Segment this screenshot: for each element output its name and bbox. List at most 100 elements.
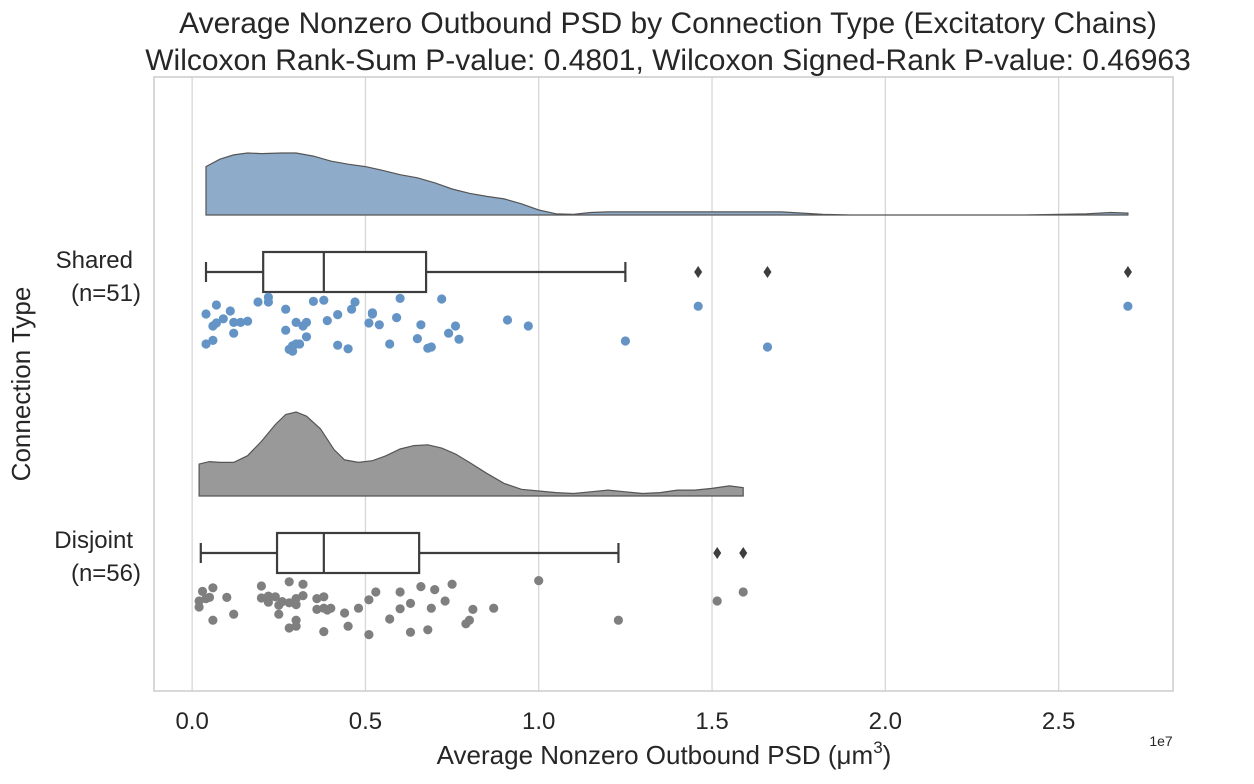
strip-point <box>211 300 221 310</box>
strip-point <box>253 297 263 307</box>
strip-point <box>298 579 308 589</box>
strip-point <box>201 309 211 319</box>
strip-point <box>243 316 253 326</box>
strip-points-layer <box>194 292 1133 640</box>
strip-point <box>440 596 450 606</box>
violin-layer <box>198 152 1129 497</box>
y-category-labels: Shared (n=51) Disjoint (n=56) <box>54 247 141 587</box>
strip-point <box>281 325 291 335</box>
strip-point <box>229 328 239 338</box>
strip-point <box>426 342 436 352</box>
strip-point <box>295 339 305 349</box>
strip-point <box>284 577 294 587</box>
x-offset-label: 1e7 <box>1149 733 1173 749</box>
violin-disjoint <box>198 411 744 497</box>
strip-point <box>416 582 426 592</box>
strip-point <box>229 609 239 619</box>
strip-point <box>204 592 215 603</box>
strip-point <box>333 340 343 350</box>
strip-point <box>281 304 291 314</box>
strip-point <box>312 594 322 604</box>
strip-point <box>208 615 218 625</box>
x-axis-label-close: ) <box>883 740 892 770</box>
x-axis-label-sup: 3 <box>873 738 882 757</box>
strip-point <box>343 344 353 354</box>
strip-point <box>364 318 374 328</box>
strip-point <box>350 297 360 307</box>
x-axis-label-main: Average Nonzero Outbound PSD (μm <box>437 740 874 770</box>
strip-point <box>211 318 221 328</box>
strip-point <box>738 587 748 597</box>
outlier-marker <box>713 547 722 559</box>
y-category-label-count: (n=56) <box>71 560 141 587</box>
strip-point <box>340 608 350 618</box>
strip-point <box>416 320 426 330</box>
strip-point <box>312 604 322 615</box>
strip-point <box>284 623 294 633</box>
strip-point <box>444 328 454 338</box>
strip-point <box>712 596 722 606</box>
plot-frame <box>153 76 1174 692</box>
strip-point <box>464 615 474 625</box>
strip-point <box>454 334 464 344</box>
outlier-marker <box>694 266 703 278</box>
strip-point <box>447 579 457 589</box>
strip-point <box>374 320 384 330</box>
y-axis-label: Connection Type <box>6 287 36 482</box>
x-tick-label: 1.5 <box>695 708 728 735</box>
outlier-marker <box>763 266 772 278</box>
strip-point <box>620 336 631 346</box>
strip-point <box>298 591 308 601</box>
strip-point <box>364 595 374 605</box>
strip-point <box>385 614 395 624</box>
strip-point <box>423 625 433 635</box>
x-tick-labels: 0.0 0.5 1.0 1.5 2.0 2.5 <box>175 708 1075 735</box>
strip-point <box>301 317 312 327</box>
strip-point <box>613 615 624 625</box>
strip-point <box>395 587 405 597</box>
strip-point <box>395 293 405 303</box>
strip-point <box>291 615 301 625</box>
y-category-label-count: (n=51) <box>71 280 141 307</box>
strip-point <box>263 591 273 601</box>
strip-point <box>534 576 544 586</box>
x-tick-label: 0.0 <box>175 708 208 735</box>
strip-point <box>236 317 246 327</box>
strip-point <box>385 339 395 349</box>
x-tick-label: 2.0 <box>869 708 902 735</box>
strip-point <box>392 313 402 323</box>
strip-point <box>502 315 513 325</box>
strip-point <box>319 627 329 637</box>
strip-point <box>222 592 232 603</box>
x-axis-label: Average Nonzero Outbound PSD (μm3) <box>437 738 892 770</box>
y-category-label-name: Shared <box>56 247 133 274</box>
strip-point <box>405 627 416 637</box>
strip-point <box>263 292 273 302</box>
strip-point <box>523 321 533 331</box>
strip-point <box>450 321 461 331</box>
chart-title-line2: Wilcoxon Rank-Sum P-value: 0.4801, Wilco… <box>145 44 1191 77</box>
strip-point <box>291 594 301 604</box>
strip-point <box>343 621 353 631</box>
x-tick-label: 1.0 <box>522 708 555 735</box>
strip-point <box>270 592 280 602</box>
strip-point <box>322 316 332 326</box>
y-category-label-name: Disjoint <box>54 527 133 554</box>
strip-point <box>430 585 440 595</box>
strip-point <box>308 296 318 306</box>
strip-point <box>489 603 499 613</box>
strip-point <box>319 592 329 602</box>
strip-point <box>693 301 703 311</box>
strip-point <box>291 317 301 327</box>
strip-point <box>274 609 284 619</box>
boxplot-layer <box>199 250 1132 575</box>
strip-point <box>437 294 447 304</box>
strip-point <box>256 593 266 603</box>
strip-point <box>347 304 357 314</box>
strip-point <box>405 598 416 609</box>
x-tick-label: 0.5 <box>349 708 382 735</box>
outlier-marker <box>1123 266 1132 278</box>
strip-point <box>284 598 294 608</box>
strip-point <box>208 583 218 593</box>
strip-point <box>194 596 204 606</box>
